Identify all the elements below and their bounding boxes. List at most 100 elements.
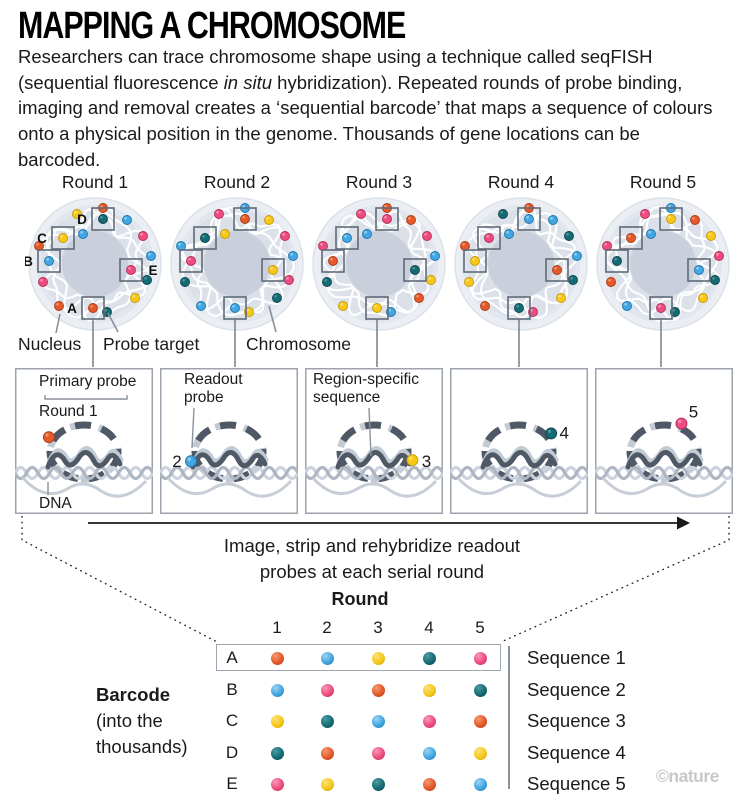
readout-number-4: 4 <box>559 423 568 442</box>
nucleus-label: Nucleus <box>18 334 82 354</box>
orange-dot <box>606 277 616 287</box>
intro-part1: Researchers can trace chromosome shape u… <box>18 46 653 93</box>
dot-highlight <box>712 276 715 280</box>
dot-highlight <box>570 276 573 280</box>
round-column-3: 3 <box>373 618 383 637</box>
dot-highlight <box>526 204 529 208</box>
dot-highlight <box>46 257 49 261</box>
dna-loose-wave <box>311 476 438 498</box>
teal-dot <box>514 303 524 313</box>
sequence-divider-line <box>508 646 510 789</box>
round-label-1: Round 1 <box>61 172 129 192</box>
probe-panel-1: Primary probe Round 1 DNA <box>15 368 153 514</box>
barcode-dot-B2 <box>320 683 334 697</box>
nucleus-round-5 <box>596 197 730 331</box>
teal-dot <box>564 231 574 241</box>
arrow-caption-line2: probes at each serial round <box>259 561 485 582</box>
dot-highlight <box>45 433 49 437</box>
dot-highlight <box>424 232 427 236</box>
blue-dot <box>185 455 197 468</box>
barcode-dot-D5 <box>473 746 487 760</box>
dot-highlight <box>246 308 249 312</box>
dot-highlight <box>330 257 333 261</box>
yellow-dot <box>556 293 566 303</box>
dot-highlight <box>232 304 235 308</box>
dot-highlight <box>408 216 411 220</box>
dot-highlight <box>282 232 285 236</box>
dot-highlight <box>648 230 651 234</box>
readout-number-5: 5 <box>689 403 698 422</box>
probe-target-box-C <box>193 226 217 250</box>
barcode-dot-E4 <box>422 777 436 791</box>
dot-highlight <box>242 204 245 208</box>
blue-dot <box>430 251 440 261</box>
probe-target-box-B <box>179 249 203 273</box>
nucleus-round-2 <box>170 197 304 331</box>
barcode-dot-D3 <box>371 746 385 760</box>
dot-highlight <box>374 304 377 308</box>
probe-panel-5: 5 <box>595 368 733 514</box>
probe-target-box-B <box>321 249 345 273</box>
dot-highlight <box>74 210 77 214</box>
dot-highlight <box>290 252 293 256</box>
probe-target-box-C <box>51 226 75 250</box>
round-column-2: 2 <box>322 618 332 637</box>
dot-highlight <box>364 230 367 234</box>
pink-dot <box>382 214 392 224</box>
barcode-dot-E2 <box>320 777 334 791</box>
dot-highlight <box>222 230 225 234</box>
dot-highlight <box>692 216 695 220</box>
sequence-label-2: Sequence 2 <box>527 679 626 700</box>
arrow-caption: Image, strip and rehybridize readout pro… <box>172 533 572 585</box>
pink-dot <box>126 265 136 275</box>
dot-highlight <box>608 278 611 282</box>
dot-highlight <box>466 278 469 282</box>
barcode-dot-D4 <box>422 746 436 760</box>
dot-highlight <box>604 242 607 246</box>
dot-highlight <box>104 308 107 312</box>
dot-highlight <box>187 457 191 461</box>
barcode-row-letter-D: D <box>225 743 239 762</box>
nucleolus <box>630 231 696 297</box>
probe-target-box-B <box>463 249 487 273</box>
dot-highlight <box>482 302 485 306</box>
pink-dot <box>186 256 196 266</box>
sequence-label-3: Sequence 3 <box>527 710 626 731</box>
dot-highlight <box>202 234 205 238</box>
probe-target-box-E <box>119 258 143 282</box>
nucleus-round-3 <box>312 197 446 331</box>
barcode-label-bold: Barcode <box>96 684 171 705</box>
probe-target-box-C <box>619 226 643 250</box>
blue-dot <box>524 214 534 224</box>
dot-highlight <box>628 234 631 238</box>
dot-highlight <box>526 215 529 219</box>
barcode-dot-A2 <box>320 651 334 665</box>
dot-highlight <box>642 210 645 214</box>
yellow-dot <box>58 233 68 243</box>
probe-target-box-E <box>261 258 285 282</box>
barcode-dot-B3 <box>371 683 385 697</box>
orange-dot <box>480 301 490 311</box>
pink-dot <box>318 241 328 251</box>
dna-label: DNA <box>39 495 72 512</box>
chromosome-label: Chromosome <box>246 334 352 354</box>
dna-loose-wave <box>21 476 148 498</box>
barcode-label-line1: (into the <box>96 710 163 731</box>
nucleus-round-4 <box>454 197 588 331</box>
orange-dot <box>88 303 98 313</box>
dot-highlight <box>242 215 245 219</box>
probe-target-box-C <box>335 226 359 250</box>
dot-highlight <box>624 302 627 306</box>
dot-highlight <box>60 234 63 238</box>
intro-italic: in situ <box>223 71 273 93</box>
barcode-dot-A4 <box>422 651 436 665</box>
dna-loose-wave <box>601 476 728 498</box>
pink-dot <box>38 277 48 287</box>
barcode-dot-D2 <box>320 746 334 760</box>
blue-dot <box>362 229 372 239</box>
dot-highlight <box>270 266 273 270</box>
sequence-label-1: Sequence 1 <box>527 647 626 668</box>
region-sequence-wave <box>190 450 268 470</box>
yellow-dot <box>464 277 474 287</box>
orange-dot <box>460 241 470 251</box>
